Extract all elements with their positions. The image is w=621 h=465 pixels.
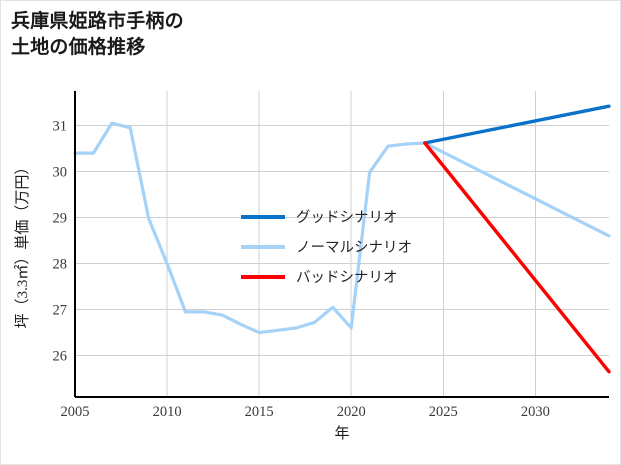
y-tick-label: 27 [53, 303, 68, 319]
page-title: 兵庫県姫路市手柄の 土地の価格推移 [11, 9, 184, 61]
series-line-normal [73, 121, 611, 335]
x-tick-label: 2025 [429, 404, 458, 420]
axis-spines [73, 91, 609, 399]
x-tick-labels: 2005 2010 2015 2020 2025 2030 [61, 404, 550, 420]
y-tick-label: 29 [53, 211, 68, 227]
x-tick-label: 2015 [245, 404, 274, 420]
y-axis-title: 坪（3.3㎡）単価（万円） [14, 160, 31, 329]
legend-label: ノーマルシナリオ [296, 240, 412, 256]
x-tick-label: 2005 [61, 404, 90, 420]
y-tick-label: 28 [53, 257, 68, 273]
chart-title-line-2: 土地の価格推移 [11, 37, 146, 59]
x-axis-title: 年 [334, 425, 349, 442]
series-line-bad [423, 141, 611, 374]
x-tick-label: 2030 [521, 404, 550, 420]
series-line-good [423, 104, 611, 145]
legend-label: バッドシナリオ [296, 270, 398, 286]
y-tick-label: 31 [53, 119, 68, 135]
y-tick-label: 26 [53, 349, 68, 365]
series-group [73, 104, 611, 374]
y-tick-labels: 26 27 28 29 30 31 [53, 119, 68, 365]
y-tick-label: 30 [53, 165, 68, 181]
legend-label: グッドシナリオ [296, 209, 398, 226]
x-tick-label: 2010 [153, 404, 182, 420]
chart-title-line-1: 兵庫県姫路市手柄の [11, 11, 184, 32]
x-tick-label: 2020 [337, 404, 366, 420]
